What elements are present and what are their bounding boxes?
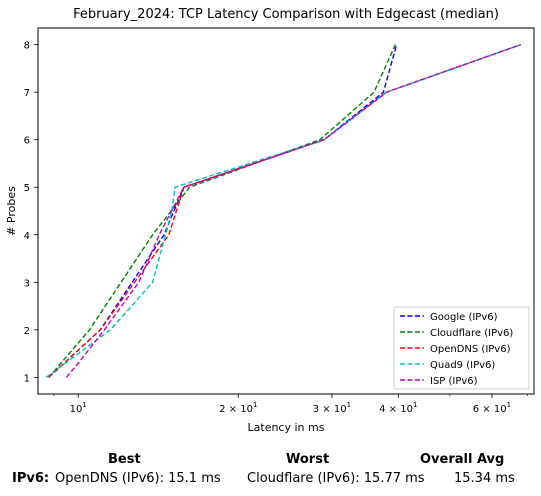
legend-label: OpenDNS (IPv6) xyxy=(430,344,511,355)
row-label-ipv6: IPv6: xyxy=(12,471,50,486)
y-axis-label: # Probes xyxy=(5,186,18,236)
x-tick-label: 6 × 101 xyxy=(473,401,511,415)
legend-box xyxy=(393,306,530,390)
series-line-opendns-ipv6 xyxy=(48,43,522,378)
overall-avg-header: Overall Avg xyxy=(420,452,505,467)
y-tick-label: 6 xyxy=(24,136,30,147)
y-tick-label: 3 xyxy=(24,278,30,289)
y-tick-label: 5 xyxy=(24,183,30,194)
x-tick-label: 2 × 101 xyxy=(219,401,257,415)
summary-table: Best Worst Overall Avg IPv6: OpenDNS (IP… xyxy=(0,450,541,496)
best-value: OpenDNS (IPv6): 15.1 ms xyxy=(55,471,221,486)
series-lines xyxy=(45,43,522,378)
y-tick-label: 4 xyxy=(24,231,30,242)
series-line-isp-ipv6 xyxy=(65,43,522,378)
overall-avg-value: 15.34 ms xyxy=(454,471,515,486)
legend-label: Quad9 (IPv6) xyxy=(430,360,495,371)
best-header: Best xyxy=(108,452,141,467)
y-tick-label: 2 xyxy=(24,326,30,337)
worst-header: Worst xyxy=(286,452,330,467)
x-tick-label: 4 × 101 xyxy=(379,401,417,415)
x-tick-label: 3 × 101 xyxy=(313,401,351,415)
x-axis: 101 2 × 101 3 × 101 4 × 101 6 × 101 xyxy=(53,394,528,415)
legend-label: ISP (IPv6) xyxy=(430,376,478,387)
y-tick-label: 1 xyxy=(24,373,30,384)
legend-label: Cloudflare (IPv6) xyxy=(430,328,513,339)
legend: Google (IPv6) Cloudflare (IPv6) OpenDNS (I… xyxy=(393,306,530,390)
worst-value: Cloudflare (IPv6): 15.77 ms xyxy=(247,471,425,486)
y-tick-label: 8 xyxy=(24,41,30,52)
x-tick-label: 101 xyxy=(70,401,87,415)
x-axis-label: Latency in ms xyxy=(248,421,325,434)
y-tick-label: 7 xyxy=(24,88,30,99)
chart-title: February_2024: TCP Latency Comparison wi… xyxy=(73,7,499,22)
latency-chart: February_2024: TCP Latency Comparison wi… xyxy=(5,7,535,434)
legend-label: Google (IPv6) xyxy=(430,312,498,323)
series-line-cloudflare-ipv6 xyxy=(48,44,397,378)
series-line-quad9-ipv6 xyxy=(45,43,522,378)
y-axis: 1 2 3 4 5 6 7 8 xyxy=(24,41,38,384)
